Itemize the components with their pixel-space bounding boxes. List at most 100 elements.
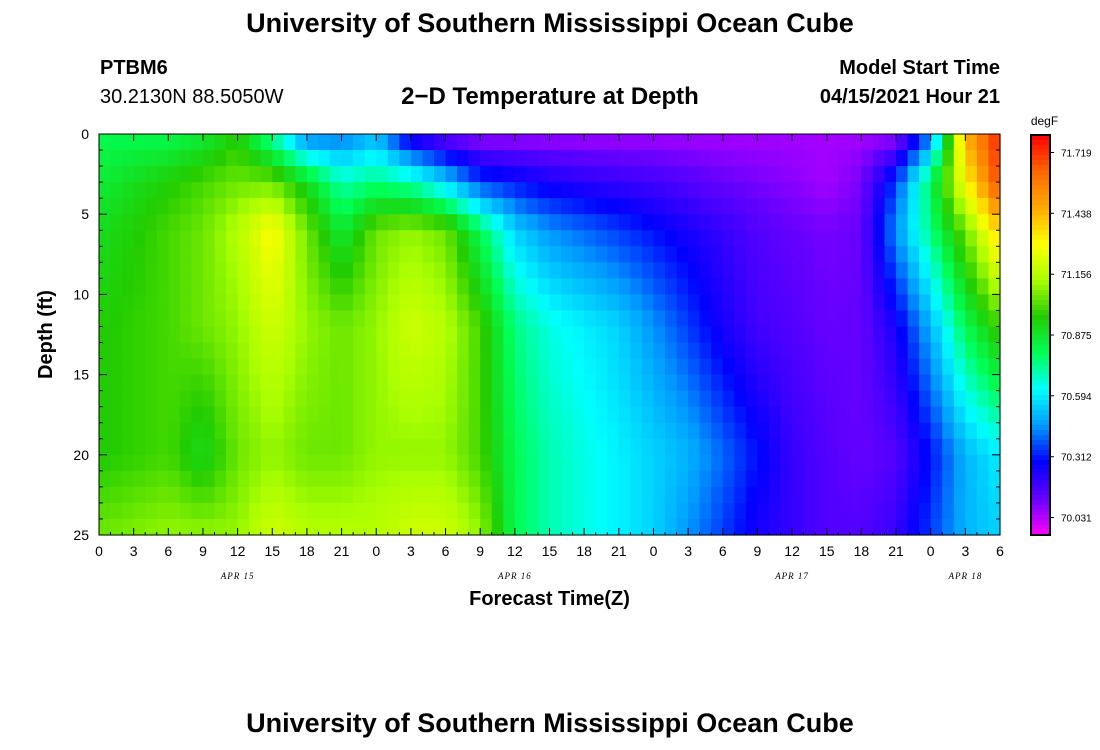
heatmap-cell xyxy=(988,438,1001,456)
heatmap-cell xyxy=(607,374,620,392)
heatmap-cell xyxy=(699,294,712,312)
heatmap-cell xyxy=(249,198,262,215)
heatmap-cell xyxy=(202,198,216,215)
heatmap-cell xyxy=(688,182,701,199)
heatmap-cell xyxy=(399,230,412,247)
heatmap-cell xyxy=(133,134,146,151)
heatmap-cell xyxy=(306,390,320,408)
heatmap-cell xyxy=(884,438,897,456)
heatmap-cell xyxy=(179,278,193,295)
heatmap-cell xyxy=(584,230,597,247)
heatmap-cell xyxy=(468,134,481,151)
heatmap-cell xyxy=(745,486,759,504)
heatmap-cell xyxy=(399,214,412,231)
colorbar-segment xyxy=(1031,210,1050,216)
heatmap-cell xyxy=(907,278,920,295)
heatmap-cell xyxy=(872,246,886,263)
heatmap-cell xyxy=(861,438,874,456)
heatmap-cell xyxy=(780,262,793,279)
heatmap-cell xyxy=(433,262,447,279)
heatmap-cell xyxy=(896,406,909,424)
heatmap-cell xyxy=(757,166,770,183)
heatmap-cell xyxy=(353,326,366,344)
heatmap-cell xyxy=(838,518,851,536)
heatmap-cell xyxy=(953,454,966,472)
heatmap-cell xyxy=(526,390,539,408)
heatmap-cell xyxy=(110,230,123,247)
heatmap-cell xyxy=(976,326,990,344)
heatmap-cell xyxy=(849,262,862,279)
heatmap-cell xyxy=(630,486,643,504)
heatmap-cell xyxy=(122,406,135,424)
heatmap-cell xyxy=(780,374,793,392)
heatmap-cell xyxy=(214,214,227,231)
heatmap-cell xyxy=(884,214,897,231)
heatmap-cell xyxy=(768,470,782,488)
heatmap-cell xyxy=(572,246,585,263)
heatmap-cell xyxy=(861,262,874,279)
heatmap-cell xyxy=(468,422,481,440)
heatmap-cell xyxy=(561,310,574,328)
heatmap-cell xyxy=(410,246,424,263)
heatmap-cell xyxy=(549,326,562,344)
heatmap-cell xyxy=(433,278,447,295)
heatmap-cell xyxy=(838,390,851,408)
heatmap-cell xyxy=(468,454,481,472)
heatmap-cell xyxy=(722,214,735,231)
heatmap-cell xyxy=(734,214,747,231)
heatmap-cell xyxy=(561,502,574,520)
heatmap-cell xyxy=(849,246,862,263)
heatmap-cell xyxy=(757,406,770,424)
heatmap-cell xyxy=(768,134,782,151)
heatmap-cell xyxy=(711,502,724,520)
heatmap-cell xyxy=(665,326,678,344)
heatmap-cell xyxy=(214,326,227,344)
heatmap-cell xyxy=(815,294,828,312)
heatmap-cell xyxy=(792,454,805,472)
heatmap-cell xyxy=(815,166,828,183)
heatmap-cell xyxy=(618,198,631,215)
heatmap-cell xyxy=(122,454,135,472)
heatmap-cell xyxy=(514,310,527,328)
heatmap-cell xyxy=(376,358,389,376)
heatmap-cell xyxy=(688,198,701,215)
y-axis-label: Depth (ft) xyxy=(35,290,57,379)
x-tick-label: 12 xyxy=(507,543,523,559)
heatmap-cell xyxy=(930,214,943,231)
heatmap-cell xyxy=(457,262,470,279)
colorbar-tick-label: 70.312 xyxy=(1061,453,1092,464)
heatmap-cell xyxy=(607,390,620,408)
colorbar-segment xyxy=(1031,340,1050,346)
heatmap-cell xyxy=(410,326,424,344)
heatmap-cell xyxy=(399,438,412,456)
heatmap-cell xyxy=(433,502,447,520)
heatmap-cell xyxy=(468,518,481,536)
heatmap-cell xyxy=(826,406,839,424)
colorbar-segment xyxy=(1031,375,1050,381)
heatmap-cell xyxy=(792,342,805,360)
heatmap-cell xyxy=(145,390,158,408)
heatmap-cell xyxy=(849,486,862,504)
heatmap-cell xyxy=(595,342,608,360)
heatmap-cell xyxy=(503,310,516,328)
heatmap-cell xyxy=(653,470,666,488)
colorbar-segment xyxy=(1031,470,1050,476)
x-tick-label: 18 xyxy=(576,543,592,559)
heatmap-cell xyxy=(491,438,504,456)
heatmap-cell xyxy=(156,486,169,504)
heatmap-cell xyxy=(584,246,597,263)
heatmap-cell xyxy=(237,374,250,392)
colorbar-segment xyxy=(1031,350,1050,356)
heatmap-cell xyxy=(272,326,285,344)
heatmap-cell xyxy=(838,150,851,167)
heatmap-cell xyxy=(168,294,181,312)
heatmap-cell xyxy=(480,150,493,167)
heatmap-cell xyxy=(653,294,666,312)
colorbar-segment xyxy=(1031,430,1050,436)
heatmap-cell xyxy=(965,278,978,295)
heatmap-cell xyxy=(480,134,493,151)
heatmap-cell xyxy=(792,262,805,279)
heatmap-cell xyxy=(491,406,504,424)
heatmap-cell xyxy=(965,454,978,472)
heatmap-cell xyxy=(919,230,932,247)
